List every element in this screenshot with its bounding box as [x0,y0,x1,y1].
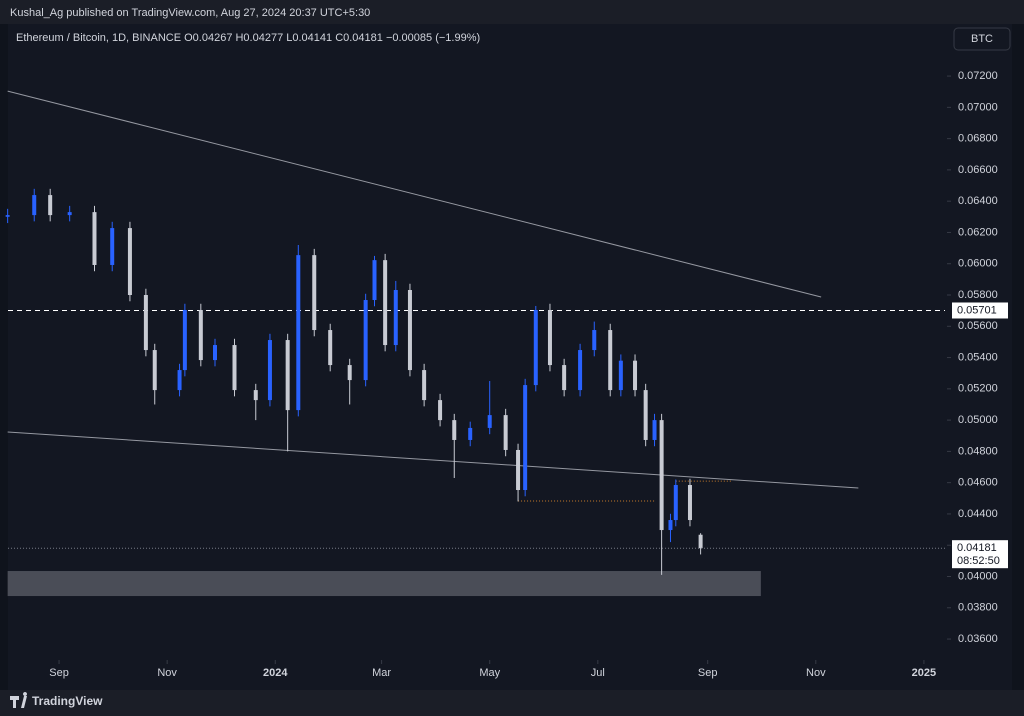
candle-body [372,260,377,301]
candle-body [687,485,692,521]
candle-body [422,370,427,401]
candle-body [523,385,528,491]
candle-body [487,415,492,428]
candle-body [5,215,10,217]
currency-box[interactable] [953,27,1011,51]
currency[interactable]: BTC [971,33,993,45]
support-zone [7,571,761,597]
x-tick-label: Mar [372,667,391,679]
y-tick-label: 0.07000 [958,101,998,113]
candle-body [363,300,368,381]
y-tick-label: 0.07200 [958,70,998,82]
y-tick-label: 0.06200 [958,226,998,238]
brand-logo [10,692,28,708]
brand: TradingView [32,694,103,708]
candle-body [393,290,398,346]
candle-body [592,330,597,351]
candle-body [533,310,538,386]
x-tick-label: 2025 [912,667,936,679]
candle-body [143,295,148,351]
candle-body [438,400,443,421]
candle-body [347,365,352,381]
y-tick-label: 0.05600 [958,320,998,332]
x-tick-label: Sep [698,667,718,679]
candle-body [296,255,301,411]
y-tick-label: 0.06000 [958,258,998,270]
y-tick-label: 0.04800 [958,445,998,457]
x-tick-label: Sep [49,667,69,679]
level-label-box [952,302,1008,319]
y-tick-label: 0.03800 [958,602,998,614]
y-tick-label: 0.04000 [958,570,998,582]
candle-body [32,195,37,216]
candle-body [182,310,187,371]
candle-body [643,390,648,440]
candle-body [232,345,237,391]
candle-body [452,420,457,440]
x-tick-label: 2024 [263,667,288,679]
x-tick-label: Nov [806,667,826,679]
candle-body [328,330,333,366]
candle-body [578,350,583,391]
candle-body [127,228,132,296]
x-tick-label: May [479,667,500,679]
candle-body [618,360,623,391]
y-tick-label: 0.06800 [958,133,998,145]
y-tick-label: 0.06600 [958,164,998,176]
symbol-legend: Ethereum / Bitcoin, 1D, BINANCE O0.04267… [16,32,480,44]
candle-body [383,260,388,346]
level-label: 0.05701 [957,304,997,316]
plot: 0.036000.038000.040000.042000.044000.046… [5,70,1008,679]
y-tick-label: 0.03600 [958,633,998,645]
y-tick-label: 0.05200 [958,383,998,395]
candle-body [608,330,613,391]
candle-body [48,195,53,216]
candle-body [547,310,552,366]
publisher: Kushal_Ag published on TradingView.com, … [10,7,370,19]
last-price-box [952,540,1008,569]
candle-body [562,365,567,391]
y-tick-label: 0.04600 [958,477,998,489]
candle-body [698,534,703,549]
trendline [7,431,859,489]
trendline [7,90,822,298]
candle-body [633,360,638,391]
countdown: 08:52:50 [957,555,1000,567]
candle-body [652,420,657,440]
candle-body [407,290,412,371]
header-bar [0,0,1024,24]
x-tick-label: Jul [591,667,605,679]
candle-body [110,228,115,265]
footer-bar [0,690,1024,716]
candle-body [503,415,508,450]
candle-body [659,420,664,531]
candle-body [253,390,258,401]
y-tick-label: 0.05400 [958,351,998,363]
candle-body [673,485,678,521]
y-tick-label: 0.05000 [958,414,998,426]
candle-body [67,212,72,216]
candle-body [198,310,203,361]
x-tick-label: Nov [157,667,177,679]
candle-body [668,520,673,531]
candle-body [152,350,157,391]
candle-body [468,427,473,440]
candle-body [92,212,97,265]
candle-body [267,340,272,401]
candle-body [213,345,218,361]
candle-body [516,449,521,491]
candle-body [312,255,317,331]
y-tick-label: 0.06400 [958,195,998,207]
y-tick-label: 0.05800 [958,289,998,301]
candle-body [285,340,290,411]
last-price-label: 0.04181 [957,542,997,554]
y-tick-label: 0.04400 [958,508,998,520]
candle-body [177,370,182,391]
